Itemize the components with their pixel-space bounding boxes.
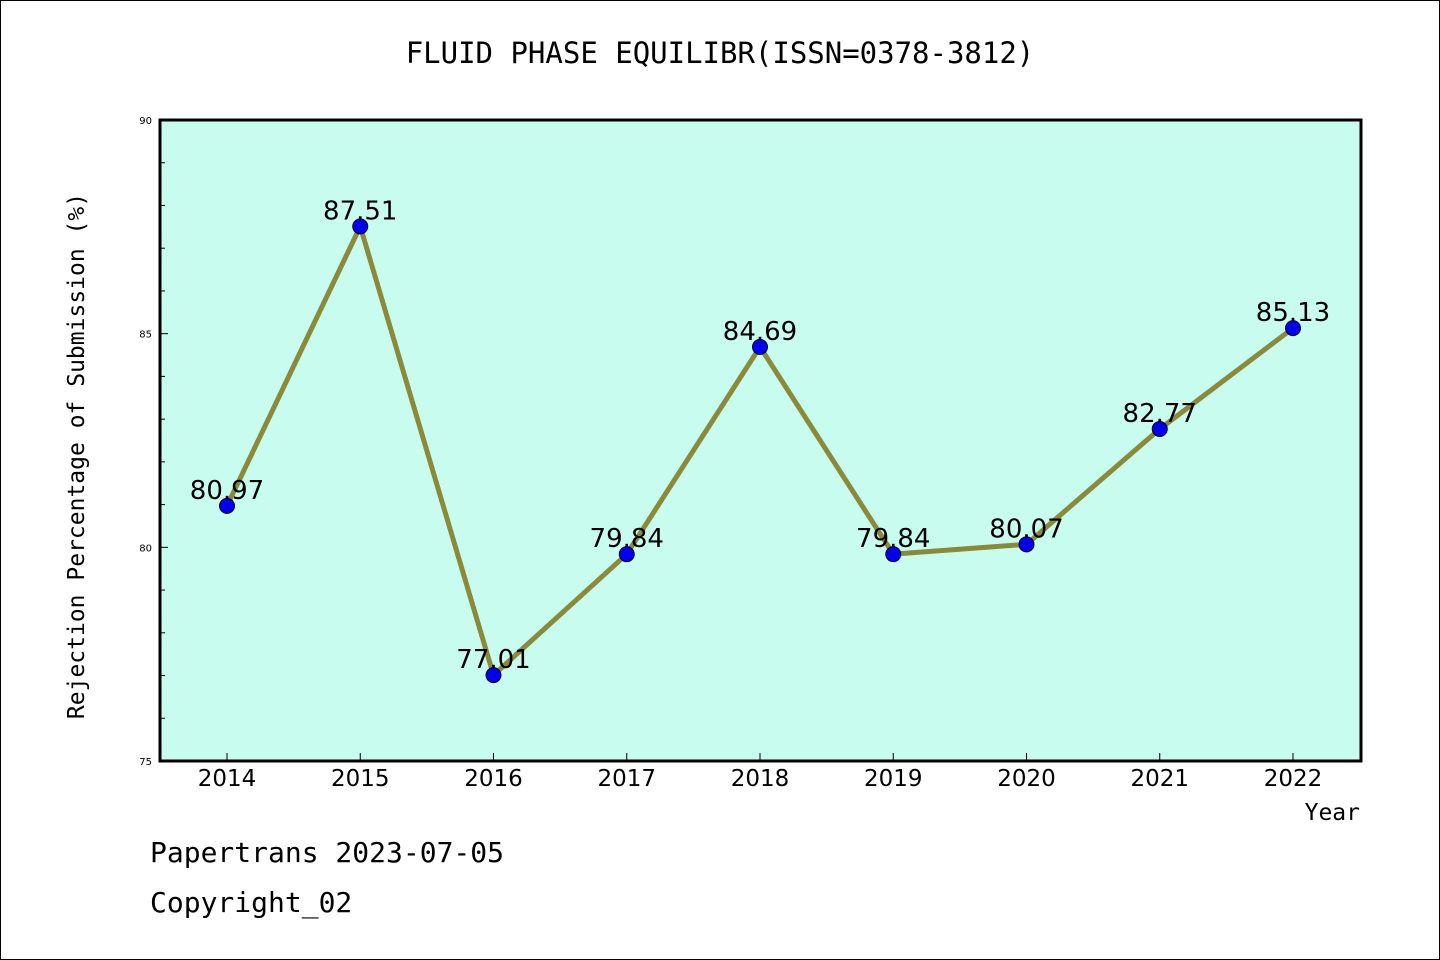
data-label: 85.13 [1256, 298, 1330, 328]
data-point [1018, 536, 1035, 553]
data-point [752, 338, 768, 355]
data-label: 87.51 [323, 196, 397, 226]
chart-title: FLUID PHASE EQUILIBR(ISSN=0378-3812) [405, 36, 1035, 70]
footer-source: Papertrans 2023-07-05 [150, 836, 505, 869]
data-point [1151, 420, 1168, 437]
x-tick-label: 2018 [731, 766, 790, 792]
x-tick-label: 2015 [331, 766, 390, 792]
x-tick-label: 2019 [864, 766, 923, 792]
plot-border [158, 118, 1363, 763]
x-tick-label: 2021 [1130, 766, 1189, 792]
x-tick-label: 2017 [597, 766, 656, 792]
data-labels: 80.97 87.51 77.01 79.84 84.69 79.84 80.07 82.77… [190, 196, 1330, 675]
x-tick-label: 2020 [997, 766, 1056, 792]
x-axis: 2014 2015 2016 2017 2018 2019 2020 2021 2022 [198, 753, 1323, 792]
data-point [219, 497, 235, 514]
x-tick-label: 2014 [198, 766, 257, 792]
data-label: 80.97 [190, 476, 264, 506]
data-point [618, 546, 635, 563]
data-label: 79.84 [856, 524, 930, 554]
series-markers [219, 218, 1301, 684]
y-tick-label: 90 [139, 116, 152, 127]
data-label: 82.77 [1123, 399, 1197, 429]
x-axis-title: Year [1305, 800, 1360, 826]
data-point [485, 667, 502, 684]
y-tick-label: 75 [139, 757, 152, 768]
x-tick-label: 2022 [1264, 766, 1323, 792]
y-tick-label: 85 [139, 330, 152, 341]
data-label: 79.84 [590, 524, 664, 554]
data-point [885, 546, 902, 563]
footer-copyright: Copyright_02 [150, 886, 353, 919]
data-label: 77.01 [456, 645, 530, 675]
x-tick-label: 2016 [464, 766, 523, 792]
data-point [352, 218, 369, 235]
y-tick-label: 80 [139, 543, 152, 554]
y-axis-title: Rejection Percentage of Submission (%) [64, 193, 90, 719]
data-point [1285, 320, 1301, 337]
data-label: 80.07 [989, 514, 1063, 544]
data-label: 84.69 [723, 317, 797, 347]
